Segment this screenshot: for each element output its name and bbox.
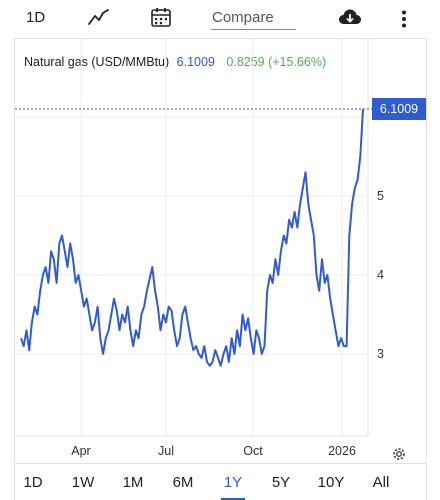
more-vertical-icon[interactable] bbox=[401, 10, 407, 33]
chart-toolbar: 1D bbox=[0, 0, 440, 38]
interval-selector[interactable]: 1D bbox=[26, 9, 46, 26]
legend-series-name: Natural gas (USD/MMBtu) bbox=[24, 55, 170, 69]
range-option-1y[interactable]: 1Y bbox=[223, 474, 243, 491]
range-option-1w[interactable]: 1W bbox=[71, 474, 95, 491]
legend-last-value: 6.1009 bbox=[176, 55, 215, 69]
cloud-download-icon[interactable] bbox=[338, 7, 362, 32]
chart-panel bbox=[14, 38, 427, 462]
x-axis-labels: Apr Jul Oct 2026 bbox=[71, 444, 356, 458]
gear-icon[interactable] bbox=[391, 446, 407, 467]
x-tick-label: Jul bbox=[158, 444, 174, 458]
range-option-1d[interactable]: 1D bbox=[23, 474, 43, 491]
calendar-icon[interactable] bbox=[150, 6, 172, 33]
series-line bbox=[20, 109, 364, 367]
y-axis-labels: 3 4 5 bbox=[377, 189, 384, 361]
active-range-indicator bbox=[221, 498, 245, 500]
compare-input[interactable] bbox=[211, 5, 296, 30]
chart-grid bbox=[15, 39, 369, 437]
range-option-1m[interactable]: 1M bbox=[122, 474, 144, 491]
legend-change: 0.8259 (+15.66%) bbox=[226, 55, 327, 69]
y-tick-label: 3 bbox=[377, 347, 384, 361]
range-option-10y[interactable]: 10Y bbox=[317, 474, 345, 491]
line-chart[interactable]: 3 4 5 Apr Jul Oct 2026 bbox=[0, 0, 440, 462]
chart-legend: Natural gas (USD/MMBtu) 6.1009 0.8259 (+… bbox=[24, 55, 326, 69]
x-tick-label: 2026 bbox=[328, 444, 356, 458]
range-option-6m[interactable]: 6M bbox=[172, 474, 194, 491]
range-option-all[interactable]: All bbox=[372, 474, 390, 491]
last-price-tag: 6.1009 bbox=[372, 98, 426, 121]
line-chart-icon[interactable] bbox=[88, 8, 110, 31]
x-tick-label: Oct bbox=[243, 444, 263, 458]
x-tick-label: Apr bbox=[71, 444, 90, 458]
range-option-5y[interactable]: 5Y bbox=[271, 474, 291, 491]
y-tick-label: 5 bbox=[377, 189, 384, 203]
y-tick-label: 4 bbox=[377, 268, 384, 282]
range-selector: 1D 1W 1M 6M 1Y 5Y 10Y All bbox=[14, 463, 427, 500]
